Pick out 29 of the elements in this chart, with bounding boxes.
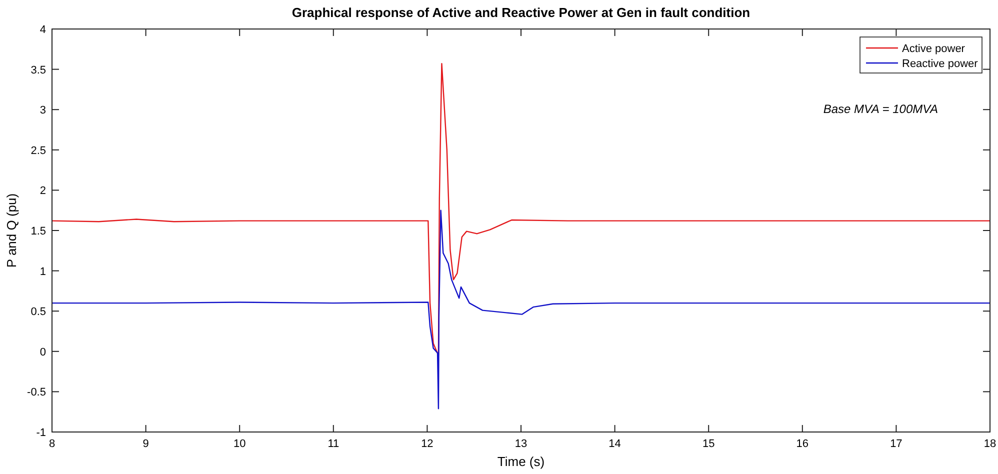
x-tick-label: 13 (514, 438, 528, 450)
y-tick-label: 2.5 (30, 144, 46, 157)
x-tick-label: 8 (48, 438, 56, 450)
y-tick-label: 4 (40, 24, 46, 36)
x-tick-label: 14 (608, 438, 621, 450)
y-axis-title: P and Q (pu) (4, 193, 19, 268)
x-tick-label: 11 (328, 438, 340, 450)
y-tick-label: 2 (40, 185, 46, 198)
annotation: Base MVA = 100MVA (823, 102, 938, 116)
y-tick-label: -0.5 (27, 386, 46, 399)
legend-label: Reactive power (902, 58, 978, 70)
y-tick-label: 0.5 (30, 306, 46, 318)
y-tick-label: -1 (36, 427, 46, 439)
chart-title: Graphical response of Active and Reactive Power at Gen in fault condition (292, 5, 750, 20)
x-tick-label: 15 (702, 438, 715, 450)
x-tick-label: 16 (796, 438, 809, 450)
x-axis-title: Time (s) (497, 454, 545, 469)
y-tick-label: 3.5 (30, 64, 46, 76)
x-tick-label: 9 (142, 438, 149, 450)
legend-label: Active power (902, 43, 966, 55)
y-tick-label: 1 (40, 266, 46, 278)
y-tick-label: 3 (40, 104, 46, 117)
x-tick-label: 18 (984, 438, 996, 450)
x-tick-label: 12 (421, 438, 434, 450)
y-tick-label: 1.5 (30, 226, 46, 238)
x-tick-label: 10 (233, 438, 246, 450)
y-tick-label: 0 (40, 346, 46, 358)
x-tick-label: 17 (890, 438, 902, 450)
line-series (52, 210, 990, 410)
